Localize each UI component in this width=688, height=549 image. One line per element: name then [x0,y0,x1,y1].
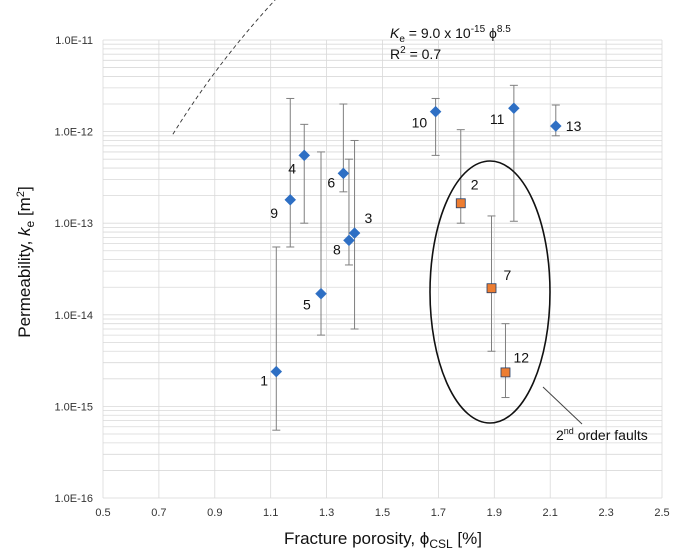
annotation-leader-line [542,386,583,425]
x-tick-label: 0.7 [151,507,166,519]
point-label-5: 5 [303,297,311,313]
point-label-9: 9 [270,205,278,221]
y-tick-label: 1.0E-15 [54,401,93,413]
y-axis-title: Permeability, ke [m2] [15,186,37,337]
point-label-1: 1 [260,373,268,389]
x-tick-label: 0.9 [207,507,222,519]
data-point-5 [315,287,327,300]
equation-label: Ke = 9.0 x 10-15 ϕ8.5 [390,24,511,45]
x-tick-label: 1.7 [431,507,446,519]
x-tick-label: 1.3 [319,507,334,519]
data-point-10 [429,105,442,118]
second-order-faults-ellipse [429,160,551,424]
trend-line [172,0,276,135]
point-label-6: 6 [327,174,335,190]
data-point-3 [348,227,361,239]
point-label-2: 2 [471,176,479,192]
x-axis-title: Fracture porosity, ϕCSL [%] [284,529,482,549]
y-tick-labels: 1.0E-16 1.0E-15 1.0E-14 1.0E-13 1.0E-12 1.0E-… [54,35,93,505]
x-tick-label: 1.5 [375,507,390,519]
point-label-10: 10 [412,115,428,131]
point-label-8: 8 [333,241,341,257]
data-point-12 [500,367,511,378]
grid-lines [102,39,663,499]
point-label-3: 3 [365,210,373,226]
y-tick-label: 1.0E-11 [55,35,93,47]
y-tick-label: 1.0E-12 [54,127,93,139]
y-tick-label: 1.0E-14 [54,310,93,322]
second-order-faults-label: 2nd order faults [556,426,648,443]
data-point-6 [337,167,350,180]
data-point-7 [486,283,497,294]
y-tick-label: 1.0E-13 [54,218,93,230]
point-label-13: 13 [566,118,582,134]
x-tick-label: 1.9 [487,507,502,519]
data-point-13 [549,120,562,132]
data-point-9 [284,193,297,206]
data-point-2 [455,198,466,209]
point-label-4: 4 [288,160,296,176]
data-point-8 [343,234,355,247]
point-label-11: 11 [490,111,505,127]
r-squared-label: R2 = 0.7 [390,45,441,62]
x-tick-labels: 0.5 0.7 0.9 1.1 1.3 1.5 1.7 1.9 2.1 2.3 2.5 [95,507,669,519]
point-label-7: 7 [504,267,512,283]
x-tick-label: 1.1 [263,507,278,519]
x-tick-label: 2.5 [654,507,669,519]
point-label-12: 12 [513,349,529,365]
x-tick-label: 2.1 [543,507,558,519]
x-tick-label: 0.5 [95,507,110,519]
y-tick-label: 1.0E-16 [54,493,93,505]
x-tick-label: 2.3 [598,507,613,519]
data-markers [270,102,562,378]
data-point-4 [298,149,311,162]
data-point-1 [270,365,283,378]
data-point-11 [508,102,520,115]
